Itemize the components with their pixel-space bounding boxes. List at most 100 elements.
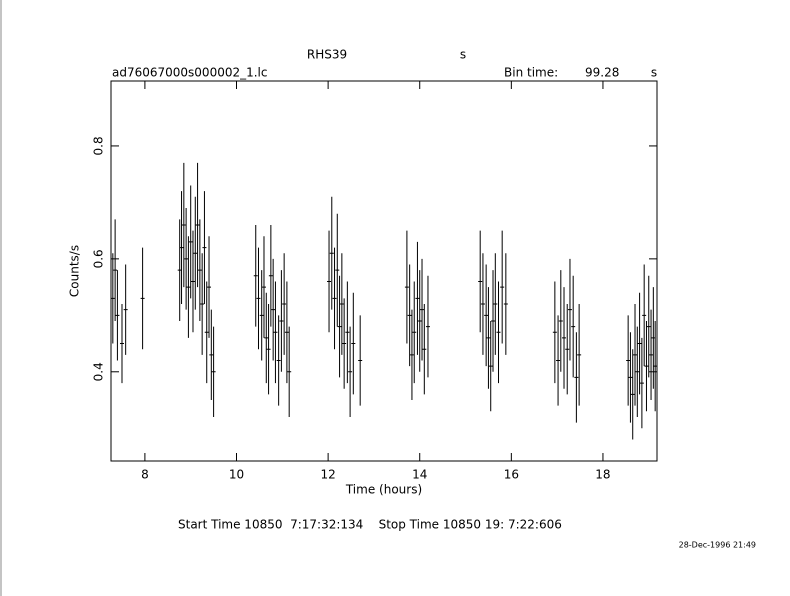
error-bar: [327, 230, 332, 333]
error-bar: [179, 191, 184, 305]
error-bar: [639, 337, 644, 429]
error-bar: [282, 253, 287, 355]
error-bar: [186, 236, 191, 338]
error-bar: [256, 247, 261, 350]
error-bar: [358, 315, 363, 406]
error-bar: [342, 298, 347, 389]
error-bar: [193, 196, 198, 310]
error-bar: [480, 253, 485, 355]
error-bar: [653, 320, 658, 412]
error-bar: [211, 326, 216, 417]
x-tick-label: 16: [504, 468, 519, 482]
x-tick-label: 8: [141, 468, 149, 482]
error-bar: [644, 320, 649, 412]
error-bar: [123, 264, 128, 355]
error-bar: [207, 236, 212, 338]
error-bar: [259, 270, 264, 361]
error-bar: [628, 332, 633, 423]
error-bar: [496, 281, 501, 384]
error-bar: [345, 281, 350, 384]
y-tick-label: 0.8: [92, 136, 106, 155]
error-bar: [273, 281, 278, 384]
error-bar: [284, 281, 289, 384]
error-bar: [422, 304, 427, 395]
error-bar: [287, 326, 292, 417]
error-bar: [633, 304, 638, 406]
error-bar: [486, 287, 491, 389]
error-bar: [417, 270, 422, 372]
error-bar: [337, 275, 342, 378]
error-bar: [204, 281, 209, 384]
plot-frame: [110, 80, 658, 462]
error-bar: [339, 253, 344, 355]
error-bar: [140, 247, 145, 350]
error-bar: [279, 270, 284, 372]
date-stamp: 28-Dec-1996 21:49: [679, 541, 756, 550]
x-axis-label: Time (hours): [345, 483, 422, 497]
error-bar: [404, 230, 409, 344]
error-bar: [415, 241, 420, 355]
error-bar: [200, 253, 205, 355]
bin-time-label: Bin time:: [504, 66, 558, 80]
error-bar: [626, 315, 631, 406]
error-bar: [110, 253, 115, 344]
error-bar: [335, 213, 340, 327]
y-tick-label: 0.6: [92, 249, 106, 268]
error-bar: [565, 304, 570, 395]
error-bar: [197, 219, 202, 321]
bin-time-unit: s: [651, 66, 657, 80]
error-bar: [637, 292, 642, 395]
bin-time: 99.28: [585, 66, 619, 80]
error-bar: [407, 264, 412, 367]
chart-title: RHS39: [307, 48, 347, 62]
error-bar: [484, 264, 489, 367]
error-bar: [577, 304, 582, 406]
error-bar: [119, 304, 124, 384]
error-bar: [478, 230, 483, 333]
error-bar: [184, 208, 189, 310]
error-bar: [500, 230, 505, 344]
error-bar: [571, 275, 576, 378]
error-bar: [351, 292, 356, 395]
x-tick-label: 10: [229, 468, 244, 482]
error-bar: [491, 270, 496, 372]
error-bar: [113, 219, 118, 321]
title-unit: s: [460, 48, 466, 62]
file-name: ad76067000s000002_1.lc: [112, 66, 268, 80]
error-bar: [646, 275, 651, 378]
error-bar: [271, 258, 276, 361]
error-bar: [188, 185, 193, 299]
error-bar: [642, 264, 647, 367]
error-bar: [348, 326, 353, 417]
error-bar: [425, 275, 430, 378]
error-bar: [209, 309, 214, 401]
x-tick-label: 14: [412, 468, 427, 482]
error-bar: [567, 258, 572, 361]
error-bar: [266, 304, 271, 395]
x-tick-label: 12: [320, 468, 335, 482]
error-bar: [190, 230, 195, 333]
error-bar: [649, 309, 654, 401]
y-axis-label: Counts/s: [68, 245, 82, 297]
error-bar: [329, 196, 334, 310]
error-bar: [268, 224, 273, 327]
error-bar: [635, 326, 640, 417]
error-bar: [493, 253, 498, 355]
error-bar: [556, 315, 561, 406]
error-bar: [552, 281, 557, 384]
error-bar: [195, 162, 200, 288]
error-bar: [503, 253, 508, 355]
error-bar: [412, 281, 417, 384]
error-bar: [488, 320, 493, 412]
error-bar: [115, 270, 120, 361]
error-bar: [253, 224, 258, 327]
error-bar: [181, 162, 186, 288]
error-bar: [261, 236, 266, 338]
footer: Start Time 10850 7:17:32:134 Stop Time 1…: [178, 518, 562, 532]
error-bar: [409, 309, 414, 401]
error-bar: [264, 292, 269, 384]
error-bar: [420, 258, 425, 361]
error-bar: [562, 287, 567, 389]
x-tick-label: 18: [595, 468, 610, 482]
